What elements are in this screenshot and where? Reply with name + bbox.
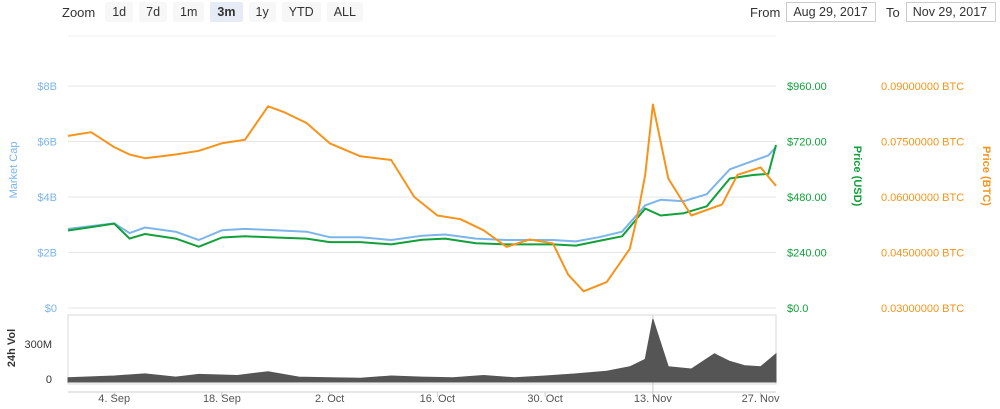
date-range-to: To Nov 29, 2017 bbox=[886, 2, 996, 22]
axis-titles: Market Cap Price (USD) Price (BTC) 24h Vol bbox=[6, 142, 992, 368]
price-btc-line bbox=[67, 103, 777, 293]
zoom-label: Zoom bbox=[62, 4, 96, 20]
market-cap-tick-label: $8B bbox=[37, 81, 57, 93]
x-tick-label: 4. Sep bbox=[98, 393, 130, 405]
zoom-button-ytd[interactable]: YTD bbox=[281, 2, 321, 22]
zoom-button-all[interactable]: ALL bbox=[326, 2, 363, 22]
x-tick-label: 27. Nov bbox=[742, 393, 780, 405]
btc-axis-title: Price (BTC) bbox=[980, 146, 992, 206]
market-cap-tick-label: $2B bbox=[37, 248, 57, 260]
to-date-input[interactable]: Nov 29, 2017 bbox=[905, 2, 996, 22]
from-label: From bbox=[750, 4, 781, 20]
zoom-button-7d[interactable]: 7d bbox=[139, 2, 168, 22]
zoom-button-3m[interactable]: 3m bbox=[210, 2, 243, 22]
market-cap-tick-label: $4B bbox=[37, 192, 57, 204]
x-tick-label: 16. Oct bbox=[420, 393, 455, 405]
usd-tick-label: $720.00 bbox=[787, 137, 827, 149]
zoom-button-1d[interactable]: 1d bbox=[105, 2, 134, 22]
usd-tick-label: $240.00 bbox=[787, 248, 827, 260]
from-date-input[interactable]: Aug 29, 2017 bbox=[786, 2, 877, 22]
market-cap-tick-label: $6B bbox=[37, 137, 57, 149]
usd-tick-label: $480.00 bbox=[787, 192, 827, 204]
series-lines bbox=[67, 103, 777, 293]
btc-tick-label: 0.06000000 BTC bbox=[881, 192, 964, 204]
x-tick-label: 2. Oct bbox=[315, 393, 344, 405]
to-label: To bbox=[886, 4, 900, 20]
btc-tick-label: 0.04500000 BTC bbox=[881, 248, 964, 260]
volume-area bbox=[67, 319, 777, 383]
usd-tick-label: $0.0 bbox=[787, 303, 808, 315]
volume-tick-label: 0 bbox=[46, 374, 52, 386]
x-tick-label: 13. Nov bbox=[634, 393, 672, 405]
zoom-bar: Zoom 1d 7d 1m 3m 1y YTD ALL bbox=[62, 2, 363, 22]
usd-tick-label: $960.00 bbox=[787, 81, 827, 93]
market-cap-axis-title: Market Cap bbox=[8, 142, 20, 199]
date-range-from: From Aug 29, 2017 bbox=[750, 2, 877, 22]
price-usd-line bbox=[67, 144, 777, 248]
btc-tick-label: 0.07500000 BTC bbox=[881, 137, 964, 149]
btc-tick-label: 0.09000000 BTC bbox=[881, 81, 964, 93]
x-tick-label: 18. Sep bbox=[203, 393, 241, 405]
volume-axis-title: 24h Vol bbox=[6, 329, 18, 367]
market-cap-tick-label: $0 bbox=[45, 303, 57, 315]
market-cap-line bbox=[67, 146, 777, 243]
x-tick-label: 30. Oct bbox=[527, 393, 562, 405]
axis-ticks: 4. Sep 18. Sep 2. Oct 16. Oct 30. Oct 13. Nov… bbox=[24, 81, 964, 405]
zoom-button-1m[interactable]: 1m bbox=[173, 2, 205, 22]
zoom-button-1y[interactable]: 1y bbox=[248, 2, 276, 22]
volume-plot bbox=[67, 319, 777, 383]
btc-tick-label: 0.03000000 BTC bbox=[881, 303, 964, 315]
volume-tick-label: 300M bbox=[24, 339, 52, 351]
volume-frame bbox=[67, 314, 777, 385]
usd-axis-title: Price (USD) bbox=[851, 146, 863, 207]
